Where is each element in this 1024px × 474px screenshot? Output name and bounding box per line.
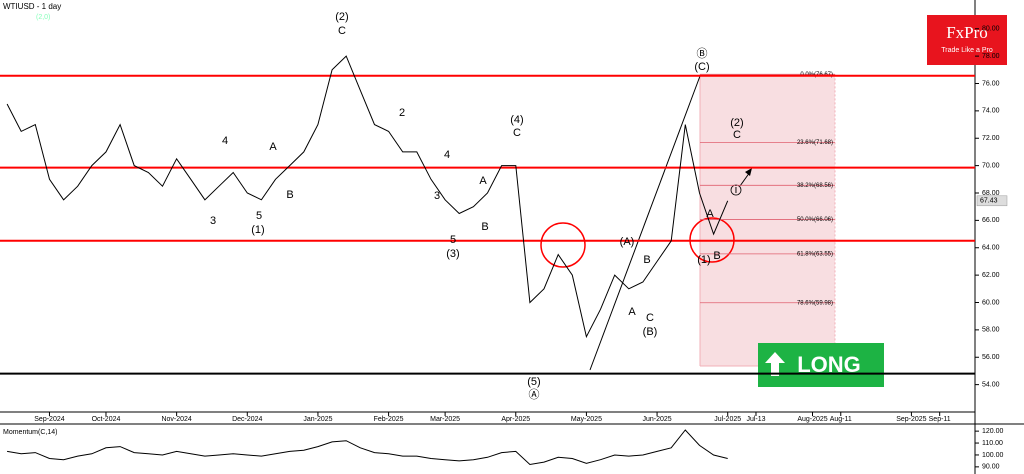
wave-label: C [733,129,741,141]
wave-label: C [338,25,346,37]
y-tick-label: 74.00 [982,108,1000,115]
fib-label: 38.2%(68.56) [797,183,833,189]
wave-label: (1) [697,254,710,266]
wave-label: 3 [434,190,440,202]
wave-label: C [646,312,654,324]
wave-label: A [479,175,487,187]
wave-label: Ⓐ [529,388,540,401]
wave-label: A [269,141,277,153]
wave-label: A [628,306,636,318]
y-tick-label: 60.00 [982,299,1000,306]
fib-label: 23.6%(71.68) [797,140,833,146]
x-tick-label: Jan-2025 [303,416,332,423]
x-tick-label: Aug-2025 [797,416,827,423]
wave-label: i [735,184,737,196]
up-arrow [765,352,785,376]
y-tick-label: 70.00 [982,162,1000,169]
wave-label: 2 [399,107,405,119]
x-tick-label: Sep-2025 [896,416,926,423]
fib-label: 78.6%(59.98) [797,300,833,306]
price-line [6,55,729,339]
y-tick-label: 62.00 [982,272,1000,279]
momentum-line [7,429,728,466]
wave-label: 4 [444,149,450,161]
y-tick-label: 80.00 [982,26,1000,33]
wave-label: 5 [256,210,262,222]
x-tick-label: Apr-2025 [501,416,530,423]
x-tick-label: Jul-2025 [714,416,741,423]
x-tick-label: Dec-2024 [232,416,262,423]
fib-label: 50.0%(66.06) [797,217,833,223]
trend-line [589,75,701,371]
wave-label: (2) [335,11,348,23]
wave-label: (3) [446,248,459,260]
y-tick-label: 100.00 [982,452,1004,459]
logo-name: FxPro [946,23,988,42]
y-tick-label: 72.00 [982,135,1000,142]
wave-label: 3 [210,215,216,227]
wave-label: 5 [450,234,456,246]
wave-label: (4) [510,114,523,126]
highlight-circle [540,222,586,268]
x-tick-label: Aug-11 [830,416,852,423]
logo-tagline: Trade Like a Pro [941,47,993,54]
indicator-params: (2,0) [36,14,50,21]
x-tick-label: Mar-2025 [430,416,460,423]
price-tag [976,195,1008,207]
y-tick-label: 56.00 [982,354,1000,361]
y-tick-label: 54.00 [982,381,1000,388]
wave-label: B [713,250,720,262]
y-tick-label: 90.00 [982,464,1000,471]
y-tick-label: 78.00 [982,53,1000,60]
wave-label: (B) [643,326,658,338]
symbol-label: WTIUSD - 1 day [3,2,61,11]
wave-label: C [513,127,521,139]
x-tick-label: Nov-2024 [161,416,191,423]
wave-label: (C) [694,61,709,73]
y-tick-label: 110.00 [982,440,1003,447]
x-tick-label: Jul-13 [746,416,765,423]
x-tick-label: Oct-2024 [92,416,121,423]
y-tick-label: 68.00 [982,190,1000,197]
price-tag-label: 67.43 [980,198,998,205]
fib-label: 61.8%(63.55) [797,251,833,257]
wave-label: A [706,208,714,220]
logo-box [927,15,1007,65]
x-tick-label: Feb-2025 [374,416,404,423]
long-label: LONG [797,352,861,377]
wave-label: Ⓑ [697,47,708,60]
wave-label: B [286,189,293,201]
wave-label: (1) [251,224,264,236]
x-tick-label: Sep-2024 [34,416,64,423]
wave-label: B [643,254,650,266]
wave-label: (5) [527,376,540,388]
wave-label: (2) [730,117,743,129]
y-tick-label: 58.00 [982,327,1000,334]
wave-label: (A) [620,236,635,248]
y-tick-label: 76.00 [982,80,1000,87]
arrow-head [745,168,752,176]
panel-title: Momentum(C,14) [3,429,57,436]
y-tick-label: 120.00 [982,428,1004,435]
x-tick-label: May-2025 [571,416,602,423]
wave-label: B [481,221,488,233]
y-tick-label: 64.00 [982,245,1000,252]
x-tick-label: Jun-2025 [642,416,671,423]
wave-label: 4 [222,135,228,147]
x-tick-label: Sep-11 [929,416,951,423]
y-tick-label: 66.00 [982,217,1000,224]
